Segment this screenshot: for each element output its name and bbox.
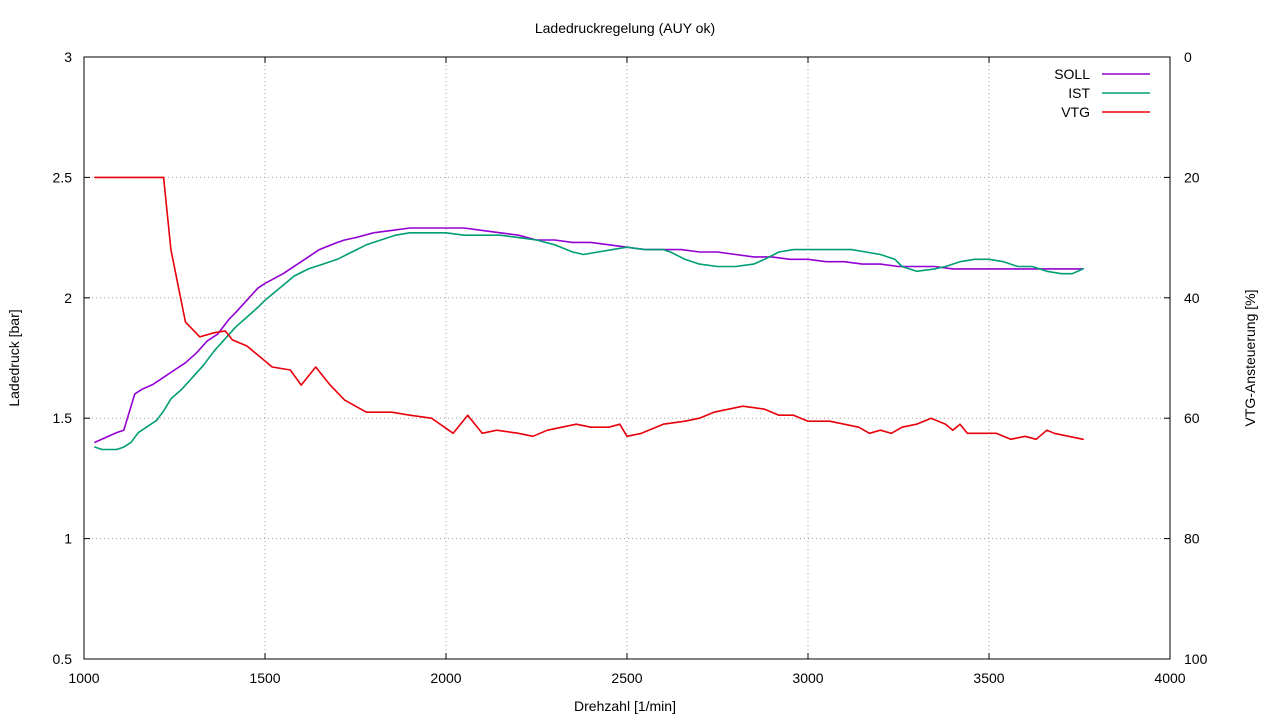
y2-tick-label: 80 (1184, 531, 1200, 547)
axis-ticks (83, 56, 1171, 660)
series-line-vtg (94, 176, 1084, 441)
series-line-ist (94, 232, 1084, 451)
x-axis-label: Drehzahl [1/min] (574, 698, 676, 714)
y2-axis-tick-labels: 0 20 40 60 80 100 (1184, 49, 1208, 667)
x-tick-label: 2500 (611, 670, 642, 686)
legend: SOLL IST VTG (1054, 66, 1150, 120)
grid (84, 57, 1170, 659)
y2-tick-label: 40 (1184, 290, 1200, 306)
y2-axis-label: VTG-Ansteuerung [%] (1242, 290, 1258, 427)
y-tick-label: 3 (64, 49, 72, 65)
chart-title: Ladedruckregelung (AUY ok) (535, 20, 715, 36)
x-tick-label: 1000 (68, 670, 99, 686)
y-tick-label: 2.5 (53, 169, 73, 185)
y2-tick-label: 100 (1184, 651, 1208, 667)
legend-label-ist: IST (1068, 85, 1090, 101)
y-tick-label: 0.5 (53, 651, 73, 667)
y-tick-label: 2 (64, 290, 72, 306)
series-line-soll (94, 227, 1084, 444)
x-tick-label: 3500 (973, 670, 1004, 686)
y-tick-label: 1 (64, 531, 72, 547)
x-axis-tick-labels: 1000 1500 2000 2500 3000 3500 4000 (68, 670, 1185, 686)
y-tick-label: 1.5 (53, 410, 73, 426)
y-axis-label: Ladedruck [bar] (6, 309, 22, 406)
x-tick-label: 1500 (249, 670, 280, 686)
y2-tick-label: 0 (1184, 49, 1192, 65)
legend-label-vtg: VTG (1061, 104, 1090, 120)
legend-label-soll: SOLL (1054, 66, 1090, 82)
y2-tick-label: 60 (1184, 410, 1200, 426)
series-group (94, 176, 1084, 451)
y-axis-tick-labels: 0.5 1 1.5 2 2.5 3 (53, 49, 73, 667)
y2-tick-label: 20 (1184, 169, 1200, 185)
x-tick-label: 4000 (1154, 670, 1185, 686)
x-tick-label: 3000 (792, 670, 823, 686)
x-tick-label: 2000 (430, 670, 461, 686)
